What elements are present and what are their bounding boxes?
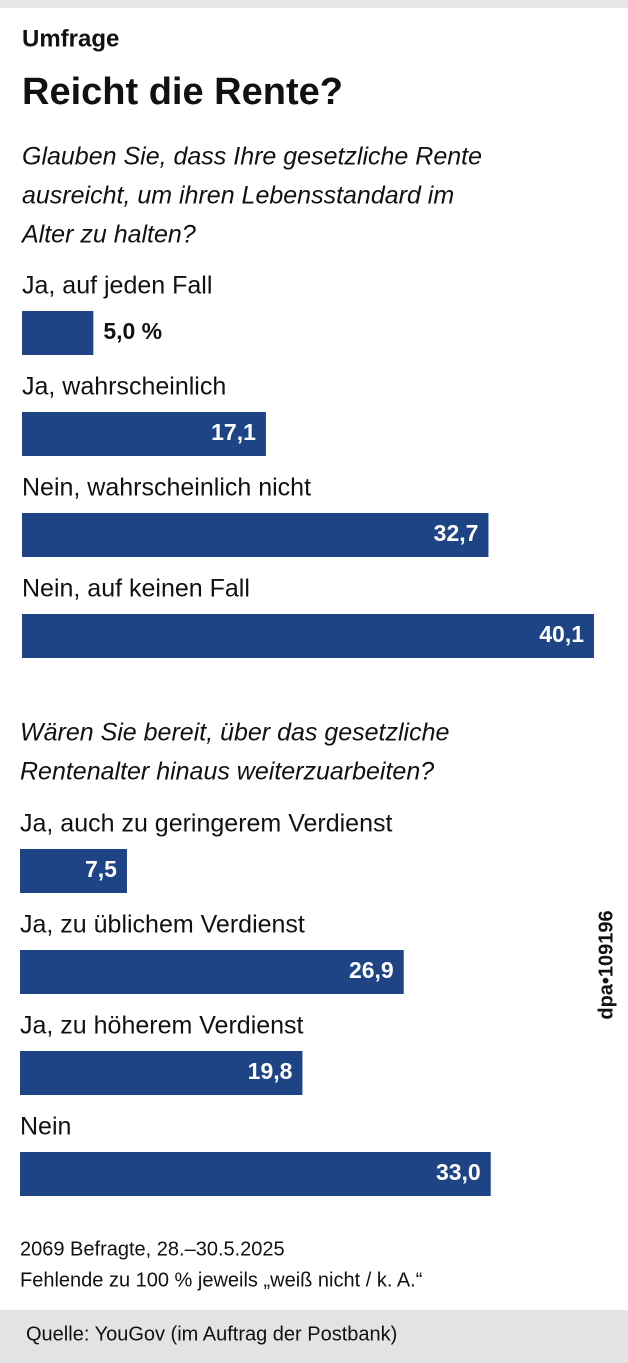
category-label: Ja, zu höherem Verdienst	[20, 1012, 304, 1040]
value-label: 17,1	[211, 419, 256, 445]
source: Quelle: YouGov (im Auftrag der Postbank)	[26, 1323, 397, 1345]
category-label: Ja, auch zu geringerem Verdienst	[20, 810, 392, 838]
bar	[20, 1051, 303, 1095]
bar	[20, 950, 404, 994]
bar	[22, 513, 489, 557]
bar	[20, 849, 127, 893]
category-label: Nein	[20, 1113, 71, 1141]
value-label: 26,9	[349, 957, 394, 983]
question: Alter zu halten?	[20, 221, 196, 249]
value-label: 32,7	[434, 520, 479, 546]
source-band	[0, 1310, 628, 1363]
top-strip	[0, 0, 628, 8]
category-label: Nein, wahrscheinlich nicht	[22, 474, 311, 502]
bar	[22, 412, 266, 456]
question: Glauben Sie, dass Ihre gesetzliche Rente	[22, 143, 482, 171]
bar	[20, 1152, 491, 1196]
kicker: Umfrage	[22, 25, 119, 52]
bar	[22, 614, 594, 658]
value-label: 7,5	[85, 856, 117, 882]
category-label: Ja, wahrscheinlich	[22, 373, 226, 401]
category-label: Ja, auf jeden Fall	[22, 272, 212, 300]
value-label: 19,8	[248, 1058, 293, 1084]
title: Reicht die Rente?	[22, 71, 343, 113]
bar	[22, 311, 94, 355]
value-label: 40,1	[539, 621, 584, 647]
question: Wären Sie bereit, über das gesetzliche	[20, 719, 449, 747]
question: ausreicht, um ihren Lebensstandard im	[22, 182, 454, 210]
category-label: Ja, zu üblichem Verdienst	[20, 911, 305, 939]
note: 2069 Befragte, 28.–30.5.2025	[20, 1238, 285, 1260]
credit: dpa•109196	[595, 910, 617, 1019]
value-label: 33,0	[436, 1159, 481, 1185]
note: Fehlende zu 100 % jeweils „weiß nicht / …	[20, 1269, 422, 1291]
question: Rentenalter hinaus weiterzuarbeiten?	[20, 758, 434, 786]
value-label: 5,0 %	[103, 318, 162, 344]
category-label: Nein, auf keinen Fall	[22, 575, 250, 603]
